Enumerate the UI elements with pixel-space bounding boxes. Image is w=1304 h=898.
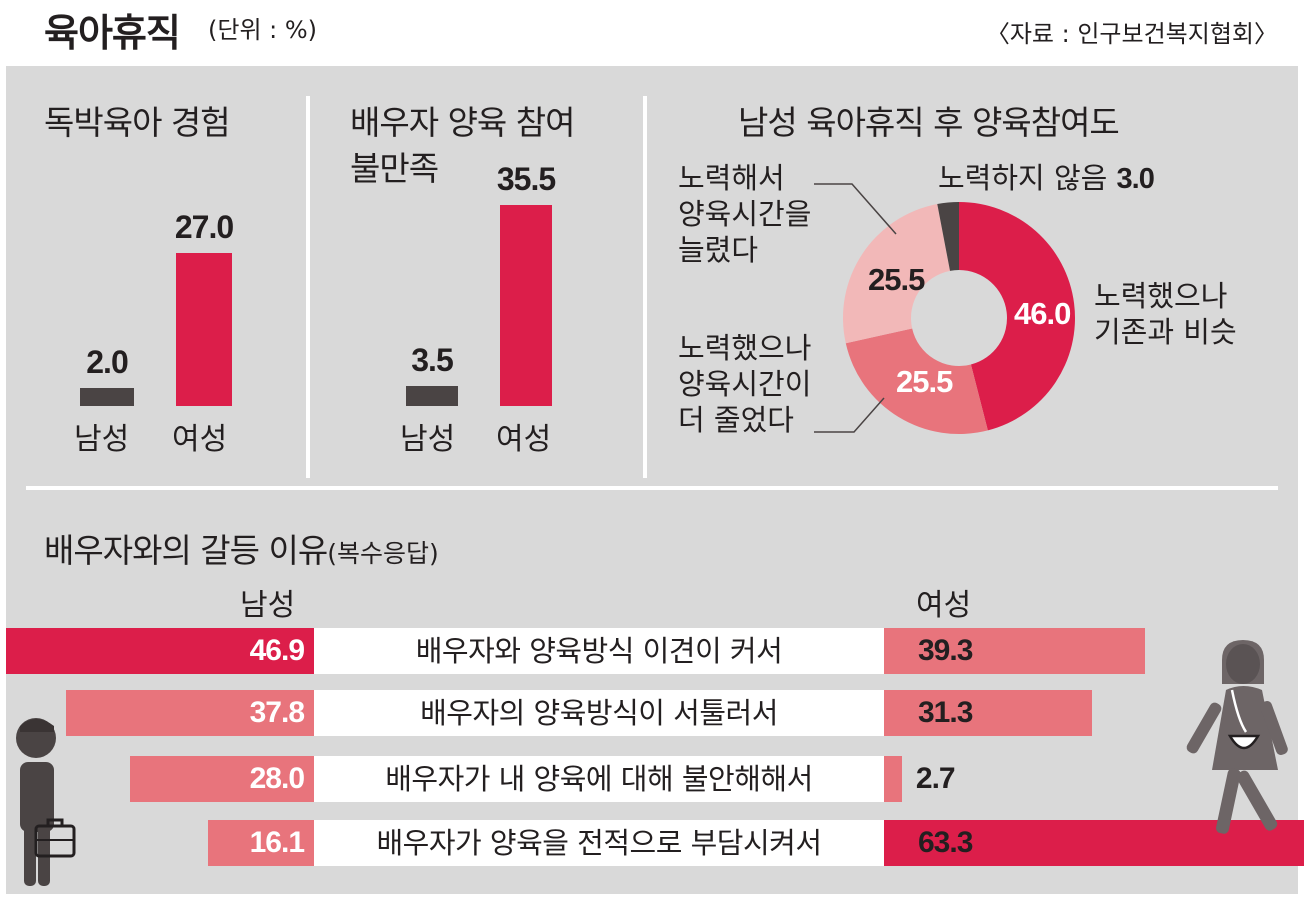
women-bar [884, 820, 1304, 866]
chart1-title: 독박육아 경험 [44, 103, 231, 142]
legend-none-label: 노력하지 않음 [938, 161, 1108, 195]
men-value: 46.9 [249, 634, 305, 667]
leader-line [814, 397, 885, 433]
men-bar [208, 820, 314, 866]
men-value: 16.1 [249, 826, 305, 859]
divider-vertical-1 [306, 96, 310, 478]
chart1-label-men: 남성 [74, 422, 130, 457]
reason-label: 배우자와 양육방식 이견이 커서 [314, 628, 884, 674]
chart1-label-women: 여성 [172, 422, 228, 457]
legend-similar-line1: 노력했으나 [1094, 279, 1228, 313]
chart2-bar-men [406, 386, 458, 406]
chart1-value-men: 2.0 [86, 344, 128, 380]
chart1-bar-men [80, 388, 134, 406]
chart2-value-men: 3.5 [411, 342, 453, 379]
women-bar [884, 756, 902, 802]
chart4-title-note: (복수응답) [327, 539, 439, 568]
unit-note: (단위 : %) [208, 16, 318, 44]
legend-increased-line1: 노력해서 [678, 161, 785, 195]
source-note: 〈자료 : 인구보건복지협회〉 [985, 20, 1278, 48]
legend-decreased-line2: 양육시간이 [678, 367, 812, 401]
donut-value-slice-2: 25.5 [896, 364, 953, 399]
women-value: 31.3 [918, 696, 973, 729]
chart4-title-main: 배우자와의 갈등 이유 [44, 531, 328, 570]
donut-value-slice-1: 46.0 [1014, 296, 1071, 331]
men-value: 28.0 [249, 762, 305, 795]
chart4-header-men: 남성 [240, 588, 296, 623]
men-bar [130, 756, 314, 802]
reason-label: 배우자의 양육방식이 서툴러서 [314, 690, 884, 736]
legend-similar: 노력했으나 기존과 비슷 [1094, 278, 1237, 350]
women-bar [884, 690, 1092, 736]
legend-none-value: 3.0 [1116, 163, 1155, 195]
chart2-value-women: 35.5 [496, 161, 556, 198]
chart4-title: 배우자와의 갈등 이유(복수응답) [44, 524, 439, 572]
reason-label: 배우자가 내 양육에 대해 불안해해서 [314, 756, 884, 802]
women-value: 2.7 [915, 762, 956, 795]
chart3-title: 남성 육아휴직 후 양육참여도 [738, 103, 1120, 142]
donut-slice [845, 328, 988, 434]
legend-similar-line2: 기존과 비슷 [1094, 315, 1237, 349]
chart2-title-line2: 불만족 [350, 149, 439, 188]
legend-decreased: 노력했으나 양육시간이 더 줄었다 [678, 330, 811, 438]
men-value: 37.8 [249, 696, 305, 729]
men-bar [6, 628, 314, 674]
chart1-bar-women [176, 253, 232, 406]
men-bar [65, 690, 314, 736]
donut-slice [843, 204, 951, 344]
women-value: 63.3 [918, 826, 973, 859]
chart2-label-men: 남성 [400, 422, 456, 457]
reason-label: 배우자가 양육을 전적으로 부담시켜서 [314, 820, 884, 866]
divider-horizontal [26, 486, 1278, 490]
legend-decreased-line3: 더 줄었다 [678, 403, 794, 437]
chart1-value-women: 27.0 [174, 209, 234, 246]
chart2-bar-women [500, 205, 552, 406]
chart2-title-line1: 배우자 양육 참여 [350, 103, 575, 142]
donut-slice [937, 202, 959, 271]
donut-slice [959, 202, 1076, 431]
page-title: 육아휴직 [44, 11, 181, 55]
legend-decreased-line1: 노력했으나 [678, 331, 812, 365]
legend-increased-line3: 늘렸다 [678, 233, 759, 267]
chart2-label-women: 여성 [496, 422, 552, 457]
women-bar [884, 628, 1145, 674]
donut-value-slice-3: 25.5 [868, 262, 925, 297]
legend-increased: 노력해서 양육시간을 늘렸다 [678, 160, 811, 268]
divider-vertical-2 [643, 96, 647, 478]
women-value: 39.3 [918, 634, 973, 667]
leader-line [814, 183, 897, 235]
chart4-header-women: 여성 [916, 588, 972, 623]
legend-none: 노력하지 않음 3.0 [938, 160, 1155, 197]
legend-increased-line2: 양육시간을 [678, 197, 812, 231]
